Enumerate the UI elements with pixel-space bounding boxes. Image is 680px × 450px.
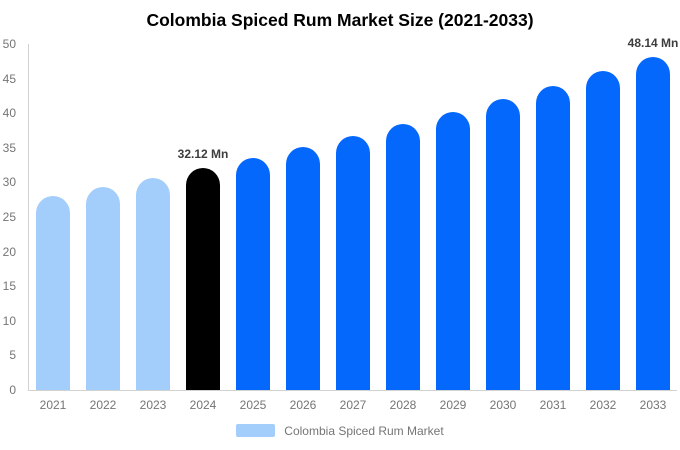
y-tick-30: 30 [2,175,16,190]
bar-2027 [336,135,370,390]
bar-value-label-2024: 32.12 Mn [177,146,229,161]
y-tick-50: 50 [2,37,16,51]
x-tick-2030: 2030 [489,398,517,412]
bar-2025 [236,157,270,390]
chart-title: Colombia Spiced Rum Market Size (2021-20… [146,10,534,30]
x-tick-2022: 2022 [89,398,117,412]
x-tick-2021: 2021 [39,398,67,412]
bar-2033 [636,56,670,390]
legend-swatch [236,424,276,437]
x-tick-2032: 2032 [589,398,617,412]
x-tick-2024: 2024 [189,398,217,412]
legend-label: Colombia Spiced Rum Market [284,423,444,438]
x-axis-line [28,390,677,391]
bar-2021 [36,195,70,390]
legend: Colombia Spiced Rum Market [0,424,680,437]
x-tick-2033: 2033 [639,398,667,412]
bar-2031 [536,85,570,390]
y-tick-40: 40 [2,106,16,121]
x-tick-2023: 2023 [139,398,167,412]
bar-2022 [86,186,120,390]
y-tick-45: 45 [2,71,16,86]
x-tick-2026: 2026 [289,398,317,412]
bar-2023 [136,177,170,390]
y-tick-10: 10 [2,313,16,328]
x-tick-2029: 2029 [439,398,467,412]
y-axis-line [28,44,29,391]
x-tick-2028: 2028 [389,398,417,412]
y-tick-25: 25 [2,210,16,224]
bar-2024 [186,167,220,390]
bar-2032 [586,71,620,390]
y-tick-35: 35 [2,140,16,155]
bar-value-label-2033: 48.14 Mn [627,35,679,50]
bar-2030 [486,98,520,390]
y-tick-15: 15 [2,279,16,294]
x-tick-2027: 2027 [339,398,367,412]
bar-2026 [286,146,320,390]
y-tick-0: 0 [9,383,16,397]
plot-area [28,44,677,390]
bar-2029 [436,111,470,390]
x-tick-2031: 2031 [539,398,567,412]
bar-2028 [386,123,420,390]
x-tick-2025: 2025 [239,398,267,412]
y-tick-20: 20 [2,244,16,259]
y-tick-5: 5 [9,348,16,363]
